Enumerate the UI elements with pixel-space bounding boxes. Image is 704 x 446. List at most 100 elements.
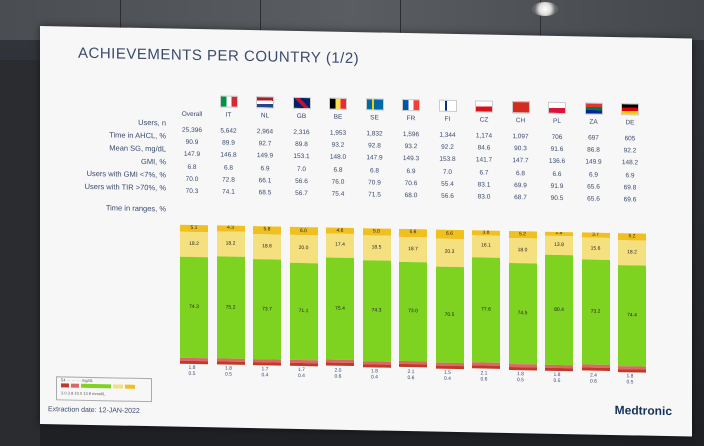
column-name: CZ: [479, 116, 489, 124]
value-cell: 25,396: [182, 126, 202, 135]
value-cell: 1,097: [512, 133, 529, 141]
time-in-range-bar: 5.2 18.0 74.5: [508, 230, 537, 371]
value-cell: 66.1: [258, 176, 272, 185]
low-range-values: 1.8 0.5: [505, 371, 537, 384]
value-cell: 2,964: [256, 128, 274, 136]
flag-gb-icon: [292, 96, 311, 110]
flag-it-icon: [219, 95, 238, 108]
country-columns: Overall 25,396 90.9 147.9 6.8 70.0 70.3 5.1 18.2…: [176, 95, 656, 414]
value-cell: 55.4: [441, 180, 454, 188]
bar-segment: 18.2: [180, 231, 208, 257]
legend: 54 ··· ··· ··· mg/dL 3.0 3.9 10.0 13.9 m…: [56, 376, 152, 403]
extraction-date: Extraction date: 12-JAN-2022: [48, 406, 140, 415]
bar-segment: 74.3: [362, 260, 391, 362]
low-range-label: 0.6: [480, 376, 488, 383]
flag-de-icon: [621, 103, 639, 116]
low-range-label: 0.4: [261, 372, 269, 379]
country-column: NL 2,964 92.7 149.9 6.9 66.1 68.5 5.8 18.6 73.7 1.…: [249, 96, 281, 378]
column-values: 1,097 90.3 147.7 6.8 69.9 68.7: [505, 131, 537, 205]
flag-za-icon: [584, 102, 603, 115]
flag-nl-icon: [256, 96, 274, 109]
low-range-label: 0.5: [225, 371, 232, 378]
value-cell: 6.8: [515, 169, 526, 177]
value-cell: 6.8: [187, 163, 197, 171]
value-cell: 92.8: [368, 142, 381, 150]
value-cell: 90.9: [185, 138, 199, 147]
country-column: ZA 697 86.8 149.9 6.9 65.6 65.6 3.7 15.6 73.2 2.4 0…: [578, 102, 610, 385]
time-in-range-bar: 5.6 18.7 73.0: [399, 228, 427, 368]
row-label: Time in ranges, %: [105, 203, 166, 214]
time-in-range-bar: 2.8 13.8 80.4: [545, 231, 573, 372]
column-values: 25,396 90.9 147.9 6.8 70.0 70.3: [176, 125, 208, 199]
value-cell: 91.6: [550, 145, 564, 154]
low-range-values: 1.5 0.4: [432, 370, 464, 383]
bar-segment: 75.4: [326, 257, 354, 361]
column-values: 697 86.8 149.9 6.9 65.6 65.6: [578, 132, 610, 206]
column-name: CH: [515, 117, 526, 125]
legend-line1: 54 ··· ··· ··· mg/dL: [61, 377, 93, 384]
wall: [0, 60, 40, 446]
value-cell: 69.9: [514, 181, 527, 190]
column-values: 5,642 89.9 146.8 6.8 72.8 74.1: [213, 125, 245, 199]
bar-segment: 18.5: [362, 234, 391, 261]
value-cell: 5,642: [220, 127, 237, 135]
value-cell: 147.7: [512, 157, 529, 165]
low-range-label: 0.5: [553, 377, 561, 384]
low-range-label: 0.5: [188, 370, 196, 377]
low-range-label: 0.4: [371, 374, 378, 381]
value-cell: 71.5: [368, 191, 381, 199]
bar-segment: 13.8: [545, 235, 573, 255]
flag-fi-icon: [438, 99, 457, 112]
country-column: GB 2,316 89.8 153.1 7.0 56.6 56.7 6.0 20.0 71.1 1.…: [286, 96, 318, 379]
flag-fr-icon: [402, 98, 420, 112]
column-values: 1,344 92.2 153.8 7.0 55.4 56.6: [432, 130, 464, 204]
low-range-values: 1.7 0.4: [286, 367, 318, 380]
value-cell: 149.3: [402, 155, 420, 163]
value-cell: 56.7: [295, 189, 308, 198]
value-cell: 65.6: [587, 183, 600, 191]
flag-se-icon: [365, 98, 384, 111]
value-cell: 1,596: [402, 130, 420, 139]
time-in-range-bar: 5.1 18.2 74.3: [180, 224, 208, 365]
low-range-label: 0.4: [444, 375, 451, 382]
value-cell: 6.8: [369, 166, 380, 175]
bar-segment: 15.6: [581, 237, 610, 261]
column-name: BE: [333, 113, 343, 121]
column-values: 1,953 93.2 148.0 6.8 76.0 75.4: [322, 127, 354, 201]
bar-segment: 80.4: [545, 254, 573, 366]
low-range-label: 0.6: [407, 375, 415, 382]
country-column: CH 1,097 90.3 147.7 6.8 69.9 68.7 5.2 18.0 74.5 1.…: [505, 101, 537, 383]
low-range-values: 1.7 0.4: [249, 366, 281, 379]
value-cell: 697: [588, 134, 599, 142]
value-cell: 84.6: [477, 144, 491, 152]
column-values: 1,596 93.2 149.3 6.9 70.6 68.0: [395, 129, 427, 203]
bar-segment: 73.7: [253, 259, 281, 360]
column-values: 2,316 89.8 153.1 7.0 56.6 56.7: [286, 127, 318, 201]
value-cell: 83.0: [477, 193, 491, 201]
value-cell: 6.9: [625, 171, 635, 179]
country-column: BE 1,953 93.2 148.0 6.8 76.0 75.4 4.6 17.4 75.4 2.…: [322, 97, 354, 380]
value-cell: 147.9: [366, 154, 383, 162]
value-cell: 68.5: [258, 189, 272, 197]
column-values: 706 91.6 136.6 6.6 91.9 90.5: [541, 132, 573, 206]
time-in-range-bar: 4.3 18.2 75.2: [216, 225, 245, 365]
value-cell: 706: [551, 133, 563, 142]
bar-segment: 18.6: [253, 233, 281, 260]
value-cell: 6.8: [333, 166, 343, 174]
bar-segment: 18.0: [508, 238, 537, 264]
bar-segment: [180, 360, 208, 365]
bar-segment: 18.2: [216, 231, 245, 257]
bar-segment: [399, 364, 427, 368]
value-cell: 68.7: [514, 194, 527, 202]
column-name: Overall: [181, 110, 203, 119]
medtronic-logo: Medtronic: [614, 403, 672, 419]
value-cell: 141.7: [475, 156, 493, 165]
bar-segment: [472, 365, 500, 370]
value-cell: 92.2: [623, 147, 637, 155]
value-cell: 72.8: [222, 176, 235, 184]
bar-segment: 74.3: [180, 256, 208, 359]
bar-segment: 73.0: [399, 261, 427, 362]
bar-segment: 70.5: [435, 266, 464, 364]
column-values: 605 92.2 148.2 6.9 69.8 69.6: [614, 133, 646, 207]
low-range-label: 0.6: [590, 378, 597, 385]
